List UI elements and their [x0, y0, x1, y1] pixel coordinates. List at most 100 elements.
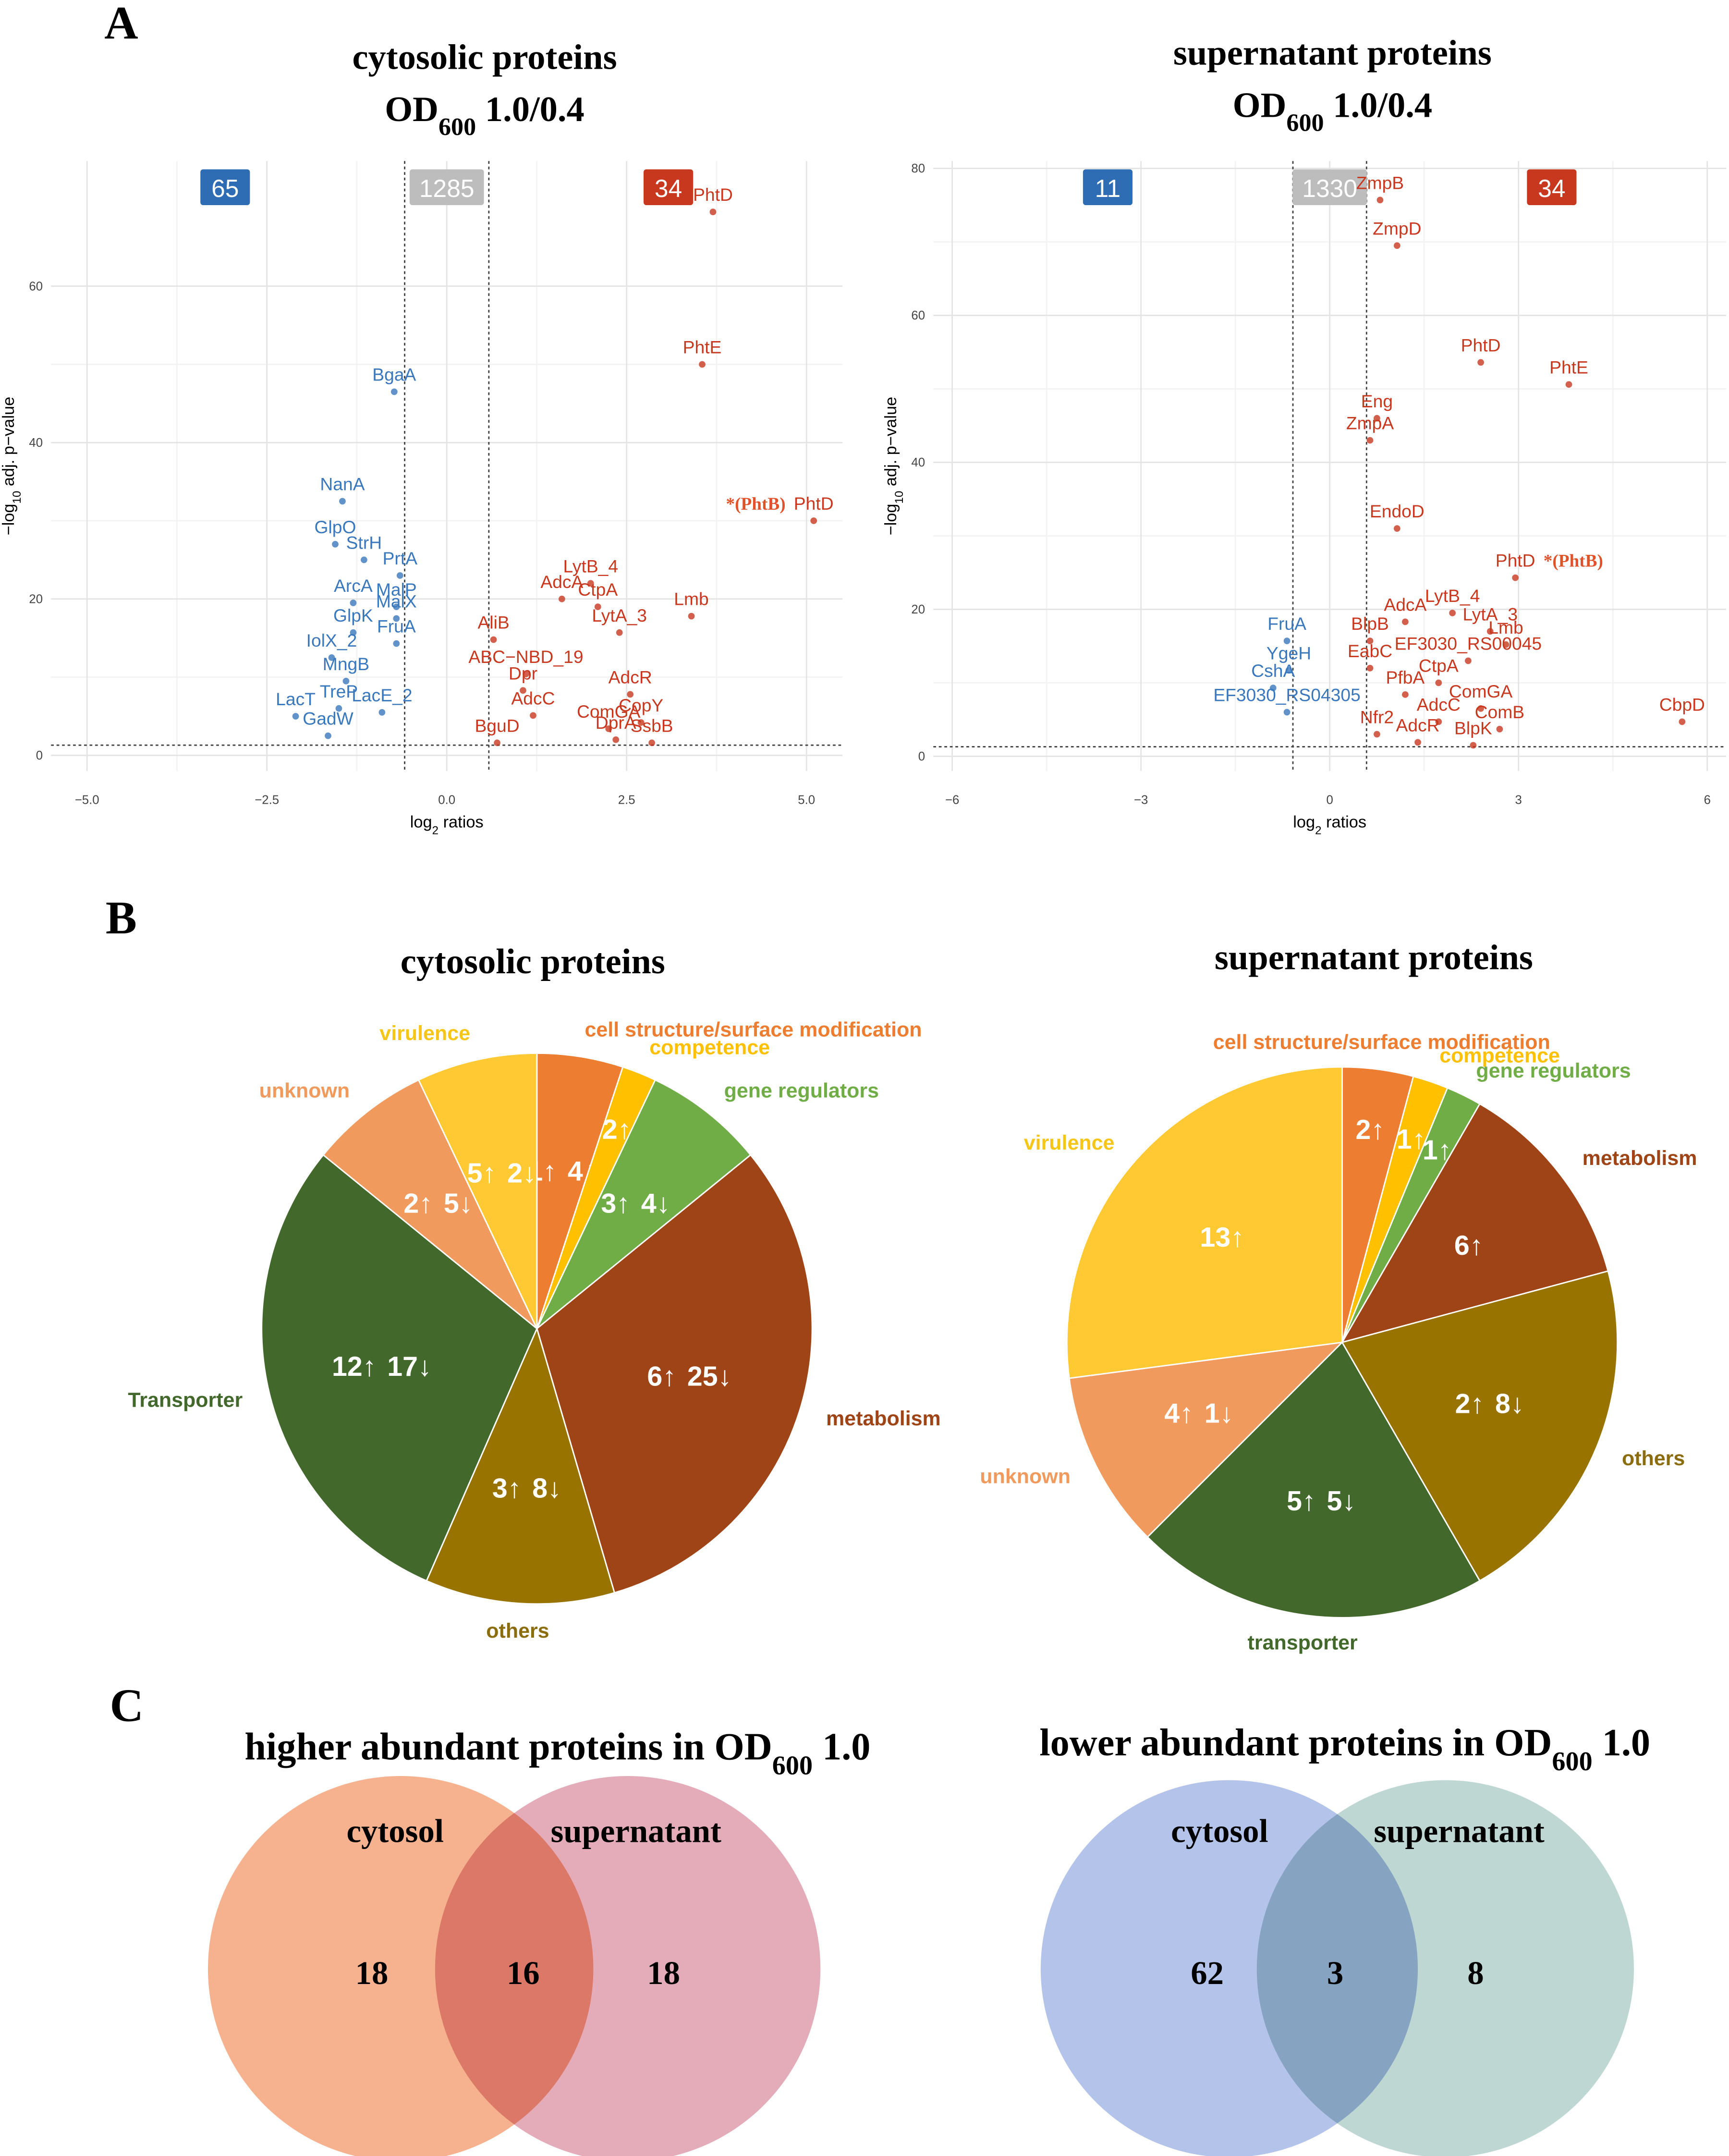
- point-label: PhtE: [1549, 357, 1588, 377]
- data-point: [332, 540, 339, 548]
- slice-up: 3: [601, 1188, 616, 1219]
- count-label: 1330: [1302, 174, 1357, 202]
- pie-slice: [261, 1154, 538, 1582]
- point-label: AdcR: [1396, 715, 1440, 735]
- data-point: [328, 654, 335, 661]
- category-label: cell structure/surface modification: [1213, 1030, 1550, 1054]
- slice-arrow: ↑: [1230, 1222, 1244, 1253]
- venn-count: 62: [1191, 1955, 1224, 1991]
- x-tick-label: 3: [1515, 794, 1522, 807]
- data-point: [335, 705, 342, 712]
- point-label: MalP: [376, 579, 417, 600]
- data-point: [1376, 196, 1384, 204]
- chart-title-part: higher abundant proteins in OD: [244, 1726, 772, 1768]
- data-point: [1465, 657, 1472, 664]
- chart-subtitle: OD600 1.0/0.4: [1233, 86, 1433, 137]
- slice-arrow: ↑: [1470, 1389, 1484, 1420]
- x-axis-label-part: log: [410, 813, 432, 831]
- point-label: EF3030_RS00045: [1395, 634, 1542, 654]
- venn-count: 18: [355, 1955, 389, 1991]
- slice-up: 2: [602, 1115, 618, 1145]
- point-label: EF3030_RS04305: [1213, 685, 1361, 705]
- x-tick-label: 0: [1327, 794, 1333, 807]
- point-label: CbpD: [1659, 694, 1705, 714]
- point-label: BguD: [475, 715, 519, 735]
- chart-title: lower abundant proteins in OD600 1.0: [1039, 1721, 1650, 1776]
- y-tick-label: 20: [911, 603, 925, 616]
- slice-down: 8: [1495, 1389, 1510, 1420]
- point-label: LytB_4: [1425, 586, 1480, 606]
- pie-slice: [1146, 1341, 1481, 1618]
- slice-down: 25: [687, 1361, 718, 1392]
- data-point: [612, 736, 620, 743]
- slice-arrow: ↑: [363, 1351, 377, 1382]
- y-tick-label: 60: [29, 280, 43, 293]
- chart-title-part: 1.0: [813, 1726, 870, 1768]
- point-label: LytB_4: [563, 556, 619, 576]
- point-label: LacE_2: [352, 685, 412, 705]
- point-label: Lmb: [1488, 617, 1523, 637]
- venn-count: 3: [1327, 1955, 1343, 1991]
- point-label: PhtE: [683, 337, 722, 357]
- point-label: EndoD: [1370, 501, 1425, 521]
- y-axis-label-part: −log: [882, 503, 900, 535]
- pie-slice: [536, 1079, 752, 1329]
- data-point: [699, 361, 706, 368]
- data-point: [709, 208, 717, 215]
- point-label: TreP: [320, 681, 358, 701]
- data-point: [1374, 731, 1380, 738]
- y-tick-label: 0: [918, 750, 925, 763]
- data-point: [1269, 685, 1277, 691]
- point-label: FruA: [377, 616, 416, 637]
- data-point: [616, 629, 623, 636]
- point-label: PhtD: [794, 493, 834, 514]
- data-point: [393, 640, 400, 647]
- data-point: [559, 595, 565, 602]
- data-point: [1366, 437, 1374, 444]
- y-axis-label-sub: 10: [892, 491, 905, 504]
- category-label: others: [1622, 1447, 1685, 1470]
- slice-arrow: ↑: [1180, 1398, 1193, 1429]
- point-label: LytA_3: [592, 605, 647, 625]
- slice-up: 4: [1164, 1398, 1180, 1429]
- data-point: [627, 691, 634, 698]
- point-label: DprA: [596, 712, 636, 733]
- category-label: metabolism: [1583, 1147, 1697, 1170]
- data-point: [1374, 415, 1380, 422]
- data-point: [1393, 525, 1400, 532]
- data-point: [1477, 705, 1484, 712]
- slice-down: 4: [641, 1188, 657, 1219]
- slice-arrow: ↑: [1302, 1486, 1316, 1517]
- slice-down: 17: [387, 1351, 418, 1382]
- set-circle: [1256, 1780, 1634, 2156]
- data-point: [648, 739, 656, 747]
- slice-arrow: ↓: [548, 1473, 561, 1504]
- point-note: *(PhtB): [1544, 551, 1603, 571]
- category-label: competence: [1439, 1044, 1560, 1067]
- count-box: [1083, 169, 1133, 206]
- chart-subtitle-part: OD: [1233, 86, 1287, 125]
- point-label: AdcC: [1417, 694, 1461, 714]
- point-label: SsbB: [631, 715, 673, 735]
- venn-count: 18: [647, 1955, 680, 1991]
- y-tick-label: 80: [911, 162, 925, 175]
- chart-title: cytosolic proteins: [352, 37, 617, 77]
- data-point: [339, 498, 346, 505]
- count-label: 34: [655, 174, 682, 202]
- slice-arrow: ↑: [662, 1361, 676, 1392]
- panel-letter: A: [104, 0, 138, 49]
- data-point: [1414, 739, 1421, 746]
- data-point: [350, 600, 357, 606]
- data-point: [1565, 381, 1572, 388]
- data-point: [292, 713, 299, 720]
- data-point: [396, 572, 403, 579]
- category-label: virulence: [379, 1022, 470, 1045]
- data-point: [1477, 359, 1484, 366]
- point-label: NanA: [320, 474, 365, 494]
- slice-up: 3: [492, 1473, 508, 1504]
- slice-up: 12: [332, 1351, 363, 1382]
- data-point: [1470, 742, 1477, 749]
- chart-title-part: lower abundant proteins in OD: [1039, 1721, 1552, 1764]
